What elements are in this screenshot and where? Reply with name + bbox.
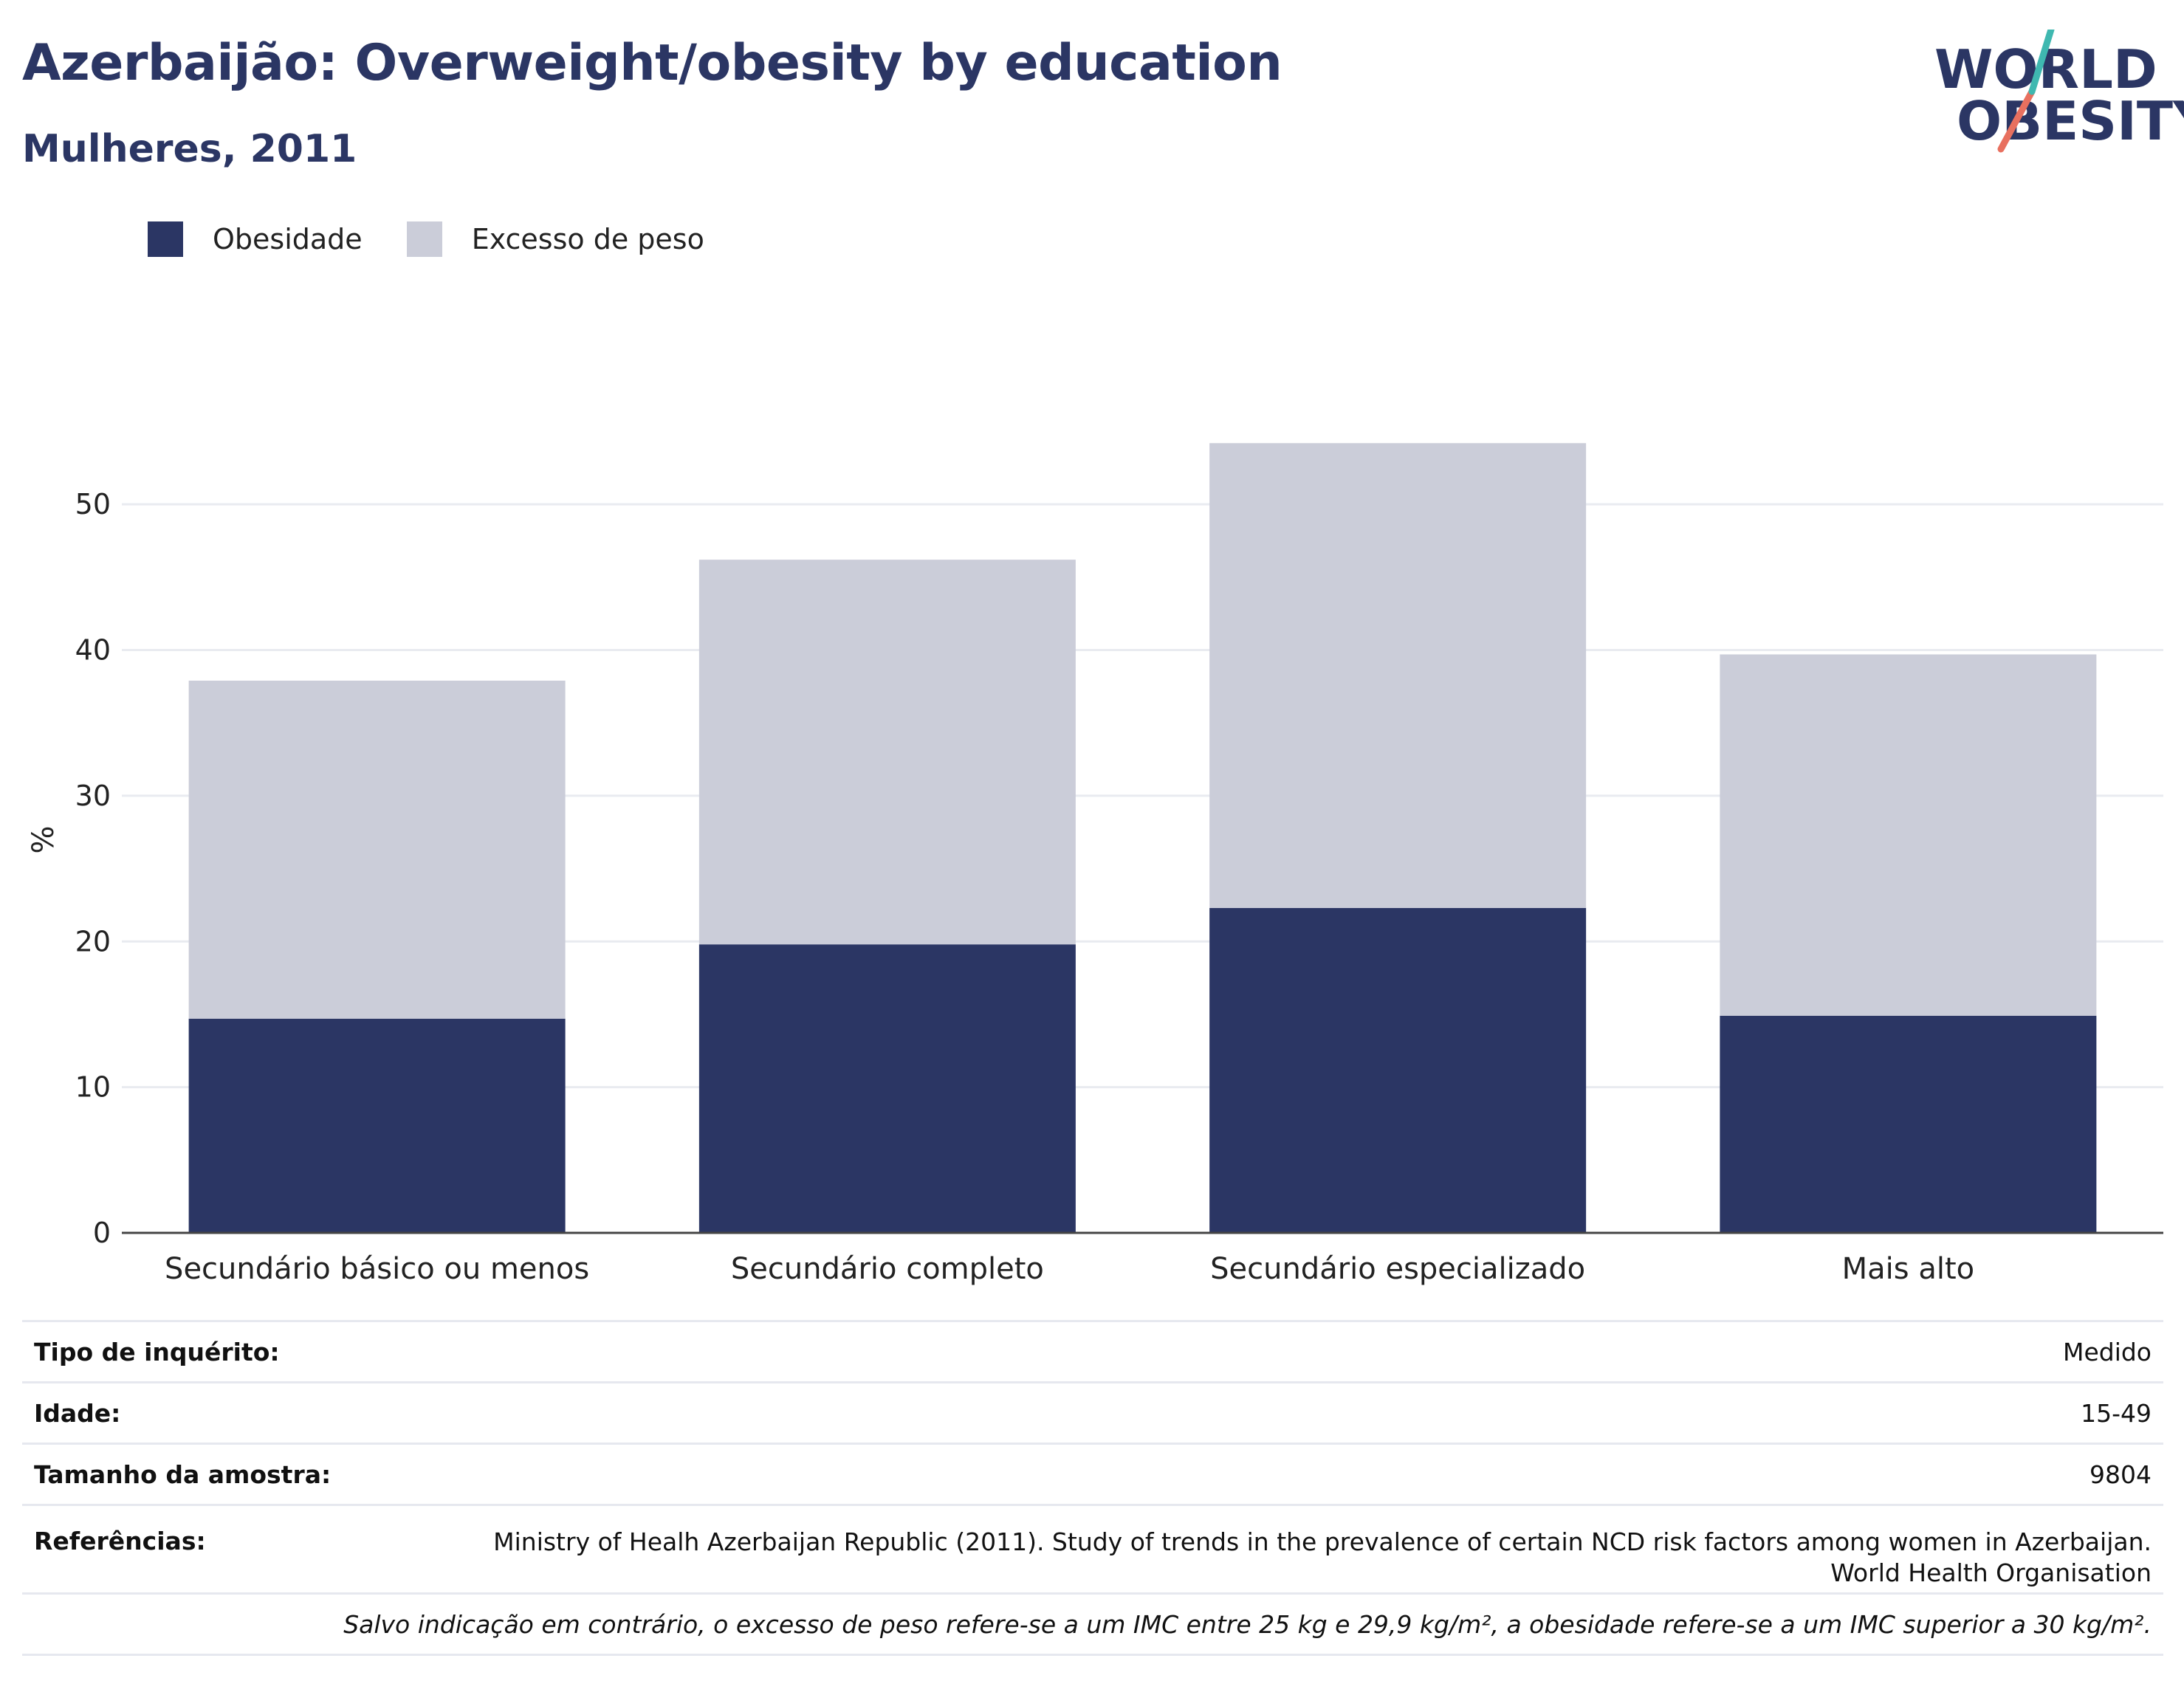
info-key: Tipo de inquérito: [34,1337,280,1366]
info-value: Medido [2062,1337,2152,1366]
world-obesity-logo: WORLD OBESITY [1920,30,2184,155]
bar-excesso-de-peso [188,680,566,1019]
info-value: Ministry of Healh Azerbaijan Republic (2… [493,1527,2152,1592]
legend-swatch-excesso-de-peso [406,221,442,257]
note-row: Salvo indicação em contrário, o excesso … [22,1592,2163,1654]
y-tick-label: 10 [75,1071,111,1104]
y-tick-label: 40 [75,634,111,667]
chart-title: Azerbaijão: Overweight/obesity by educat… [22,34,1282,92]
bar-obesidade [698,944,1076,1233]
chart-subtitle: Mulheres, 2011 [22,127,357,171]
reference-source: World Health Organisation [1830,1558,2152,1587]
info-key: Tamanho da amostra: [34,1460,332,1489]
x-tick-label: Secundário básico ou menos [165,1252,589,1286]
x-tick-label: Secundário completo [731,1252,1044,1286]
legend-label-obesidade: Obesidade [213,223,363,255]
y-tick-label: 30 [75,780,111,812]
legend-item-excesso-de-peso: Excesso de peso [406,221,704,257]
table-bottom-rule [22,1654,2163,1656]
reference-text: Ministry of Healh Azerbaijan Republic (2… [493,1527,2152,1556]
info-value: 15-49 [2081,1398,2152,1428]
info-key: Referências: [34,1527,206,1555]
info-row-references: Referências: Ministry of Healh Azerbaija… [22,1504,2163,1592]
legend-label-excesso-de-peso: Excesso de peso [471,223,704,255]
bar-excesso-de-peso [1209,443,1587,908]
y-tick-label: 0 [93,1217,111,1249]
info-row-survey-type: Tipo de inquérito: Medido [22,1320,2163,1381]
info-table: Tipo de inquérito: Medido Idade: 15-49 T… [22,1320,2163,1656]
legend-item-obesidade: Obesidade [148,221,363,257]
bar-excesso-de-peso [698,560,1076,945]
info-row-sample-size: Tamanho da amostra: 9804 [22,1443,2163,1504]
chart-legend: Obesidade Excesso de peso [148,220,749,258]
x-tick-label: Secundário especializado [1210,1252,1585,1286]
stacked-bar-chart: 0 10 20 30 40 50% Secundário básico ou menos Se… [27,443,2163,1286]
y-tick-label: 50 [75,488,111,520]
logo-slash-icon [1997,30,2055,153]
x-tick-label: Mais alto [1842,1252,1974,1286]
y-axis-label: % [27,825,61,853]
info-value: 9804 [2089,1460,2152,1489]
bar-excesso-de-peso [1720,654,2097,1016]
legend-swatch-obesidade [148,221,183,257]
info-key: Idade: [34,1398,121,1428]
y-tick-label: 20 [75,925,111,957]
definition-note: Salvo indicação em contrário, o excesso … [343,1609,2152,1639]
bar-obesidade [1720,1015,2097,1233]
bar-obesidade [188,1018,566,1233]
bar-obesidade [1209,907,1587,1233]
logo-line-2: OBESITY [1957,90,2184,152]
info-row-age: Idade: 15-49 [22,1381,2163,1443]
